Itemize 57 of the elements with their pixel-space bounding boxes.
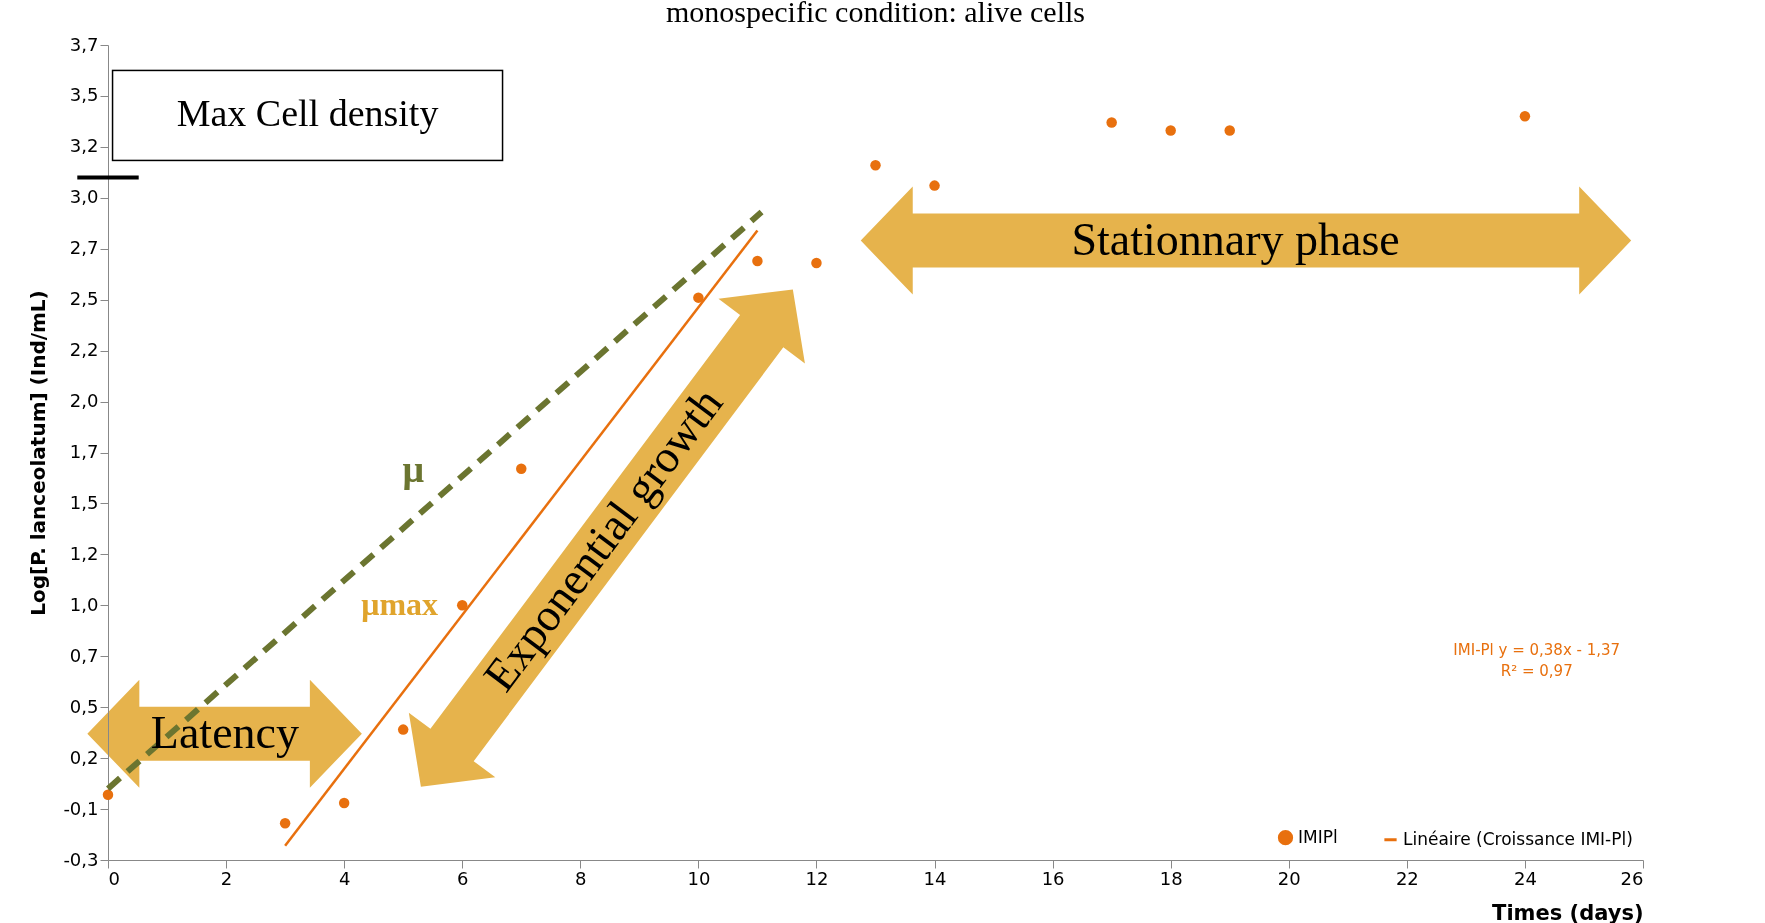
x-tick-label: 6 bbox=[457, 867, 469, 889]
x-tick-label: 16 bbox=[1041, 867, 1065, 889]
point bbox=[1519, 111, 1531, 122]
point bbox=[1224, 125, 1235, 136]
point bbox=[1165, 125, 1176, 136]
x-tick-label: 12 bbox=[805, 867, 829, 889]
y-tick-label: 3,7 bbox=[69, 33, 99, 55]
x-tick-label: 14 bbox=[923, 867, 947, 889]
point bbox=[693, 292, 704, 303]
chart-title: monospecific condition: alive cells bbox=[665, 0, 1086, 28]
annotation: R² = 0,97 bbox=[1500, 661, 1573, 680]
y-tick-label: 3,2 bbox=[69, 135, 99, 157]
point bbox=[752, 255, 763, 267]
annotation: Latency bbox=[150, 706, 299, 758]
point bbox=[102, 789, 114, 801]
y-tick-label: 2,2 bbox=[69, 339, 99, 361]
annotation: μmax bbox=[361, 586, 439, 623]
x-tick-label: 24 bbox=[1513, 867, 1537, 889]
y-axis-title: Log[P. lanceolatum] (Ind/mL) bbox=[26, 290, 51, 616]
x-tick-label: 26 bbox=[1620, 867, 1644, 889]
x-tick-label: 2 bbox=[220, 867, 233, 889]
point bbox=[811, 257, 822, 269]
y-tick-label: 0,2 bbox=[69, 746, 99, 768]
y-tick-label: -0,1 bbox=[63, 797, 99, 819]
annotation: Stationnary phase bbox=[1071, 213, 1400, 265]
y-tick-label: 2,0 bbox=[69, 390, 99, 412]
y-tick-label: 3,0 bbox=[69, 186, 99, 208]
y-tick-label: 1,2 bbox=[69, 542, 99, 564]
point bbox=[338, 797, 350, 809]
y-tick-label: 1,0 bbox=[69, 593, 99, 615]
x-tick-label: 22 bbox=[1395, 867, 1419, 889]
point bbox=[397, 724, 409, 735]
x-tick-label: 8 bbox=[575, 867, 587, 889]
annotation: μ bbox=[402, 447, 425, 490]
y-tick-label: 0,5 bbox=[69, 695, 99, 717]
legend-label: Linéaire (Croissance IMI-Pl) bbox=[1403, 828, 1633, 849]
point bbox=[516, 463, 527, 475]
annotation: IMI-Pl y = 0,38x - 1,37 bbox=[1453, 641, 1621, 660]
x-tick-label: 10 bbox=[687, 867, 711, 889]
y-tick-label: 0,7 bbox=[69, 644, 99, 666]
x-tick-label: 0 bbox=[108, 867, 120, 889]
point bbox=[279, 818, 291, 829]
point bbox=[870, 159, 881, 171]
y-tick-label: 2,7 bbox=[69, 237, 99, 259]
y-tick-label: 1,5 bbox=[69, 491, 99, 513]
y-tick-label: 2,5 bbox=[69, 288, 99, 310]
point bbox=[1106, 117, 1117, 128]
y-tick-label: -0,3 bbox=[63, 848, 99, 870]
y-tick-label: 3,5 bbox=[69, 84, 99, 106]
ref-line-label: Max Cell density bbox=[176, 92, 439, 135]
point bbox=[456, 600, 468, 611]
y-tick-label: 1,7 bbox=[69, 441, 99, 462]
x-tick-label: 4 bbox=[338, 867, 351, 889]
x-tick-label: 18 bbox=[1159, 867, 1183, 889]
x-tick-label: 20 bbox=[1277, 867, 1301, 889]
point bbox=[929, 180, 940, 191]
legend-label: IMIPl bbox=[1298, 826, 1338, 847]
